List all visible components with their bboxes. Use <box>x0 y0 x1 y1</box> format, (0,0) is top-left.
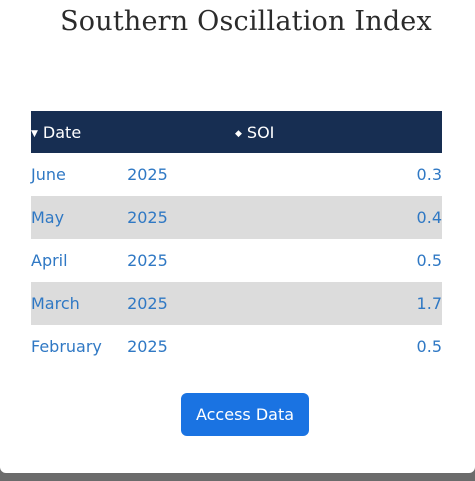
soi-column-header[interactable]: ◆ SOI <box>235 111 442 153</box>
month-cell: May <box>31 208 65 227</box>
soi-value-cell: 0.4 <box>416 208 442 227</box>
month-cell: March <box>31 294 80 313</box>
year-cell: 2025 <box>127 251 168 270</box>
table-row: May 2025 0.4 <box>31 196 442 239</box>
year-cell: 2025 <box>127 208 168 227</box>
table-row: March 2025 1.7 <box>31 282 442 325</box>
soi-table: ▼ Date ◆ SOI June 2025 0.3 May 2025 0.4 Ap… <box>31 111 442 368</box>
soi-value-cell: 1.7 <box>416 294 442 313</box>
year-cell: 2025 <box>127 294 168 313</box>
year-cell: 2025 <box>127 165 168 184</box>
soi-value-cell: 0.5 <box>416 337 442 356</box>
access-data-button[interactable]: Access Data <box>181 393 309 436</box>
table-row: April 2025 0.5 <box>31 239 442 282</box>
month-cell: April <box>31 251 68 270</box>
month-cell: June <box>31 165 66 184</box>
month-cell: February <box>31 337 102 356</box>
table-header-row: ▼ Date ◆ SOI <box>31 111 442 153</box>
table-row: June 2025 0.3 <box>31 153 442 196</box>
soi-value-cell: 0.5 <box>416 251 442 270</box>
soi-header-label: SOI <box>246 122 275 142</box>
sort-updown-icon: ◆ <box>235 128 242 139</box>
date-header-label: Date <box>42 122 82 142</box>
page-title: Southern Oscillation Index <box>60 6 432 37</box>
soi-value-cell: 0.3 <box>416 165 442 184</box>
caret-down-icon: ▼ <box>31 128 38 139</box>
date-column-header[interactable]: ▼ Date <box>31 111 235 153</box>
year-cell: 2025 <box>127 337 168 356</box>
table-row: February 2025 0.5 <box>31 325 442 368</box>
